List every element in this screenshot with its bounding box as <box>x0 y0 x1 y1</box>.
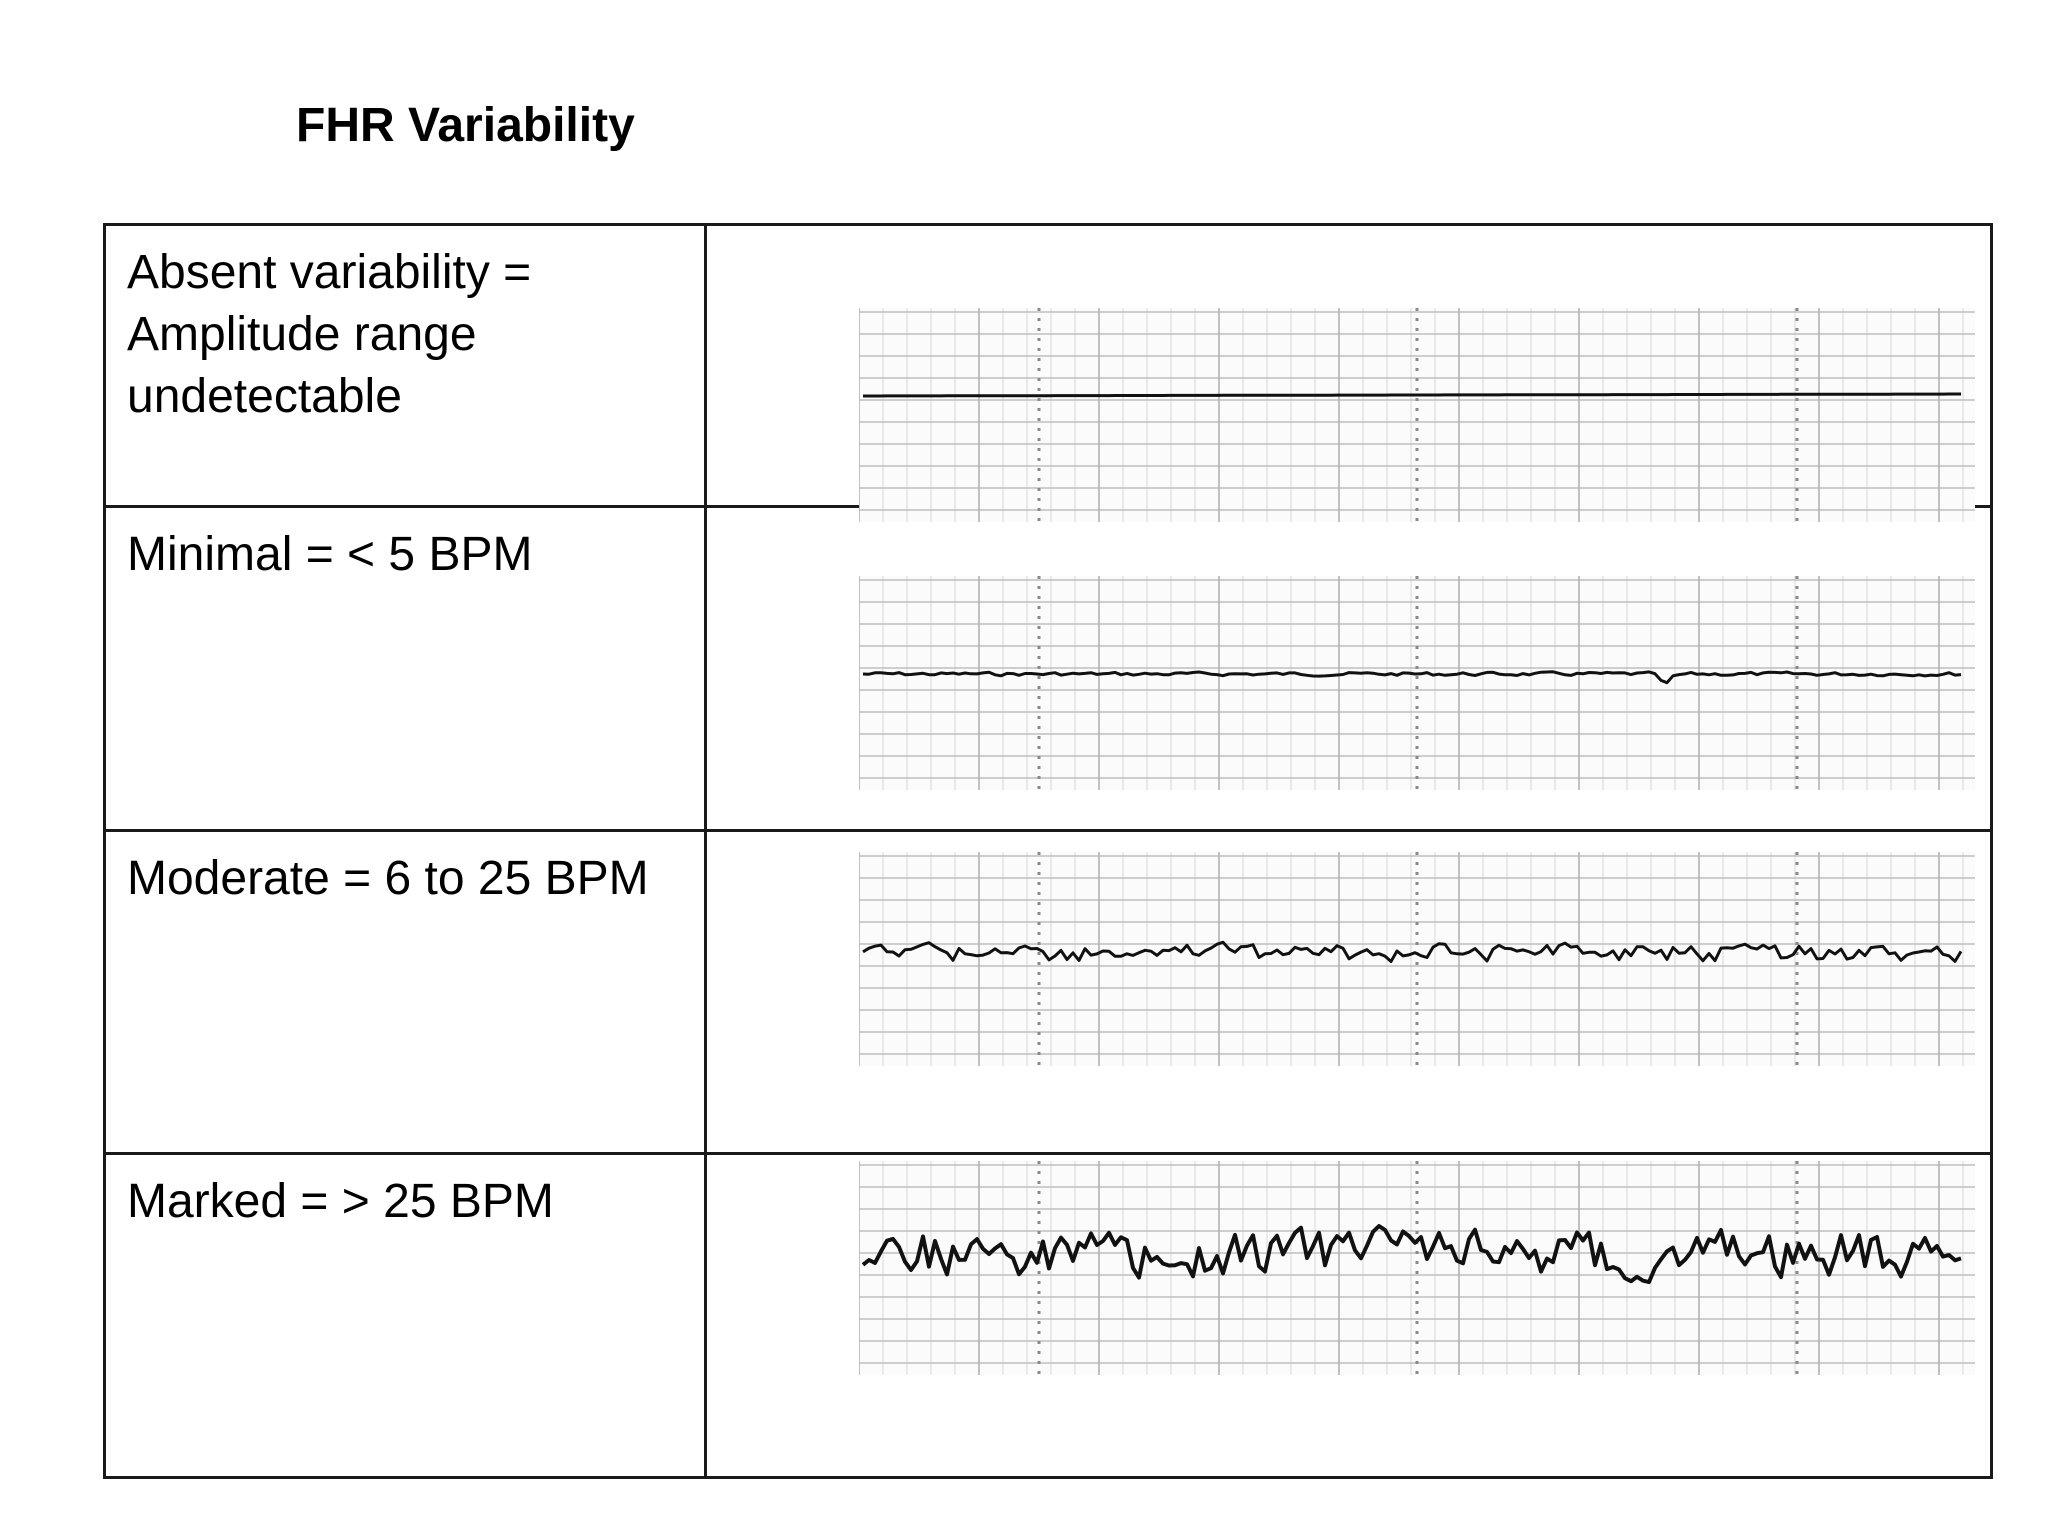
strip-cell <box>704 828 1993 1156</box>
label-cell: Moderate = 6 to 25 BPM <box>103 828 707 1156</box>
table-row-moderate: Moderate = 6 to 25 BPM <box>103 828 1993 1156</box>
table-row-absent: Absent variability = Amplitude range und… <box>103 222 1993 522</box>
strip-background <box>859 851 1975 1066</box>
strip-cell <box>704 505 1993 832</box>
strip-cell <box>704 222 1993 522</box>
fhr-strip-absent <box>859 308 1975 522</box>
row-label-marked: Marked = > 25 BPM <box>127 1175 554 1229</box>
strip-cell <box>704 1152 1993 1479</box>
fhr-trace <box>861 1224 1962 1285</box>
label-cell: Absent variability = Amplitude range und… <box>103 222 707 509</box>
strip-background <box>859 576 1975 791</box>
table-row-minimal: Minimal = < 5 BPM <box>103 505 1993 832</box>
fhr-trace <box>863 392 1961 398</box>
strip-background <box>859 308 1975 522</box>
label-cell: Marked = > 25 BPM <box>103 1152 707 1479</box>
variability-table: Absent variability = Amplitude range und… <box>103 222 1993 1479</box>
strip-background <box>859 1161 1975 1376</box>
table-row-marked: Marked = > 25 BPM <box>103 1152 1993 1479</box>
row-label-moderate: Moderate = 6 to 25 BPM <box>127 851 649 905</box>
fhr-trace <box>862 940 1963 963</box>
row-label-minimal: Minimal = < 5 BPM <box>127 528 533 582</box>
label-cell: Minimal = < 5 BPM <box>103 505 707 832</box>
fhr-strip-minimal <box>859 576 1975 791</box>
fhr-strip-moderate <box>859 851 1975 1066</box>
page-title: FHR Variability <box>296 99 635 152</box>
fhr-strip-marked <box>859 1161 1975 1376</box>
fhr-trace <box>862 670 1962 685</box>
row-label-absent: Absent variability = Amplitude range und… <box>127 246 532 423</box>
